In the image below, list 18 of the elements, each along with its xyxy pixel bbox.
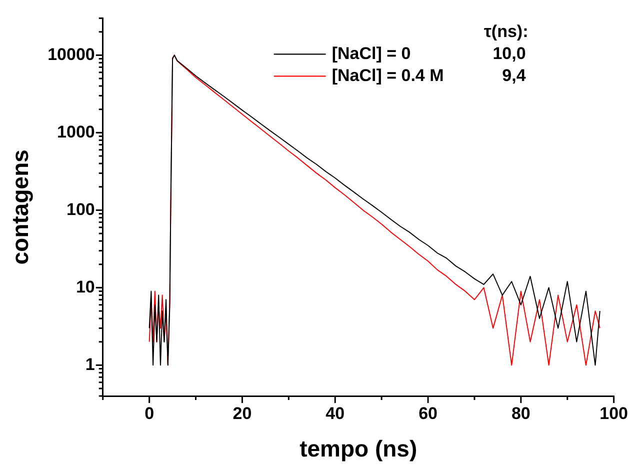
y-tick-label: 10 bbox=[76, 277, 95, 296]
annotation: 10,0 bbox=[492, 44, 526, 63]
x-tick-label: 40 bbox=[326, 404, 345, 423]
x-tick-label: 80 bbox=[511, 404, 530, 423]
legend-label: [NaCl] = 0.4 M bbox=[332, 66, 444, 85]
legend-title: τ(ns): bbox=[484, 22, 528, 41]
x-tick-label: 20 bbox=[232, 404, 252, 423]
x-axis-title: tempo (ns) bbox=[300, 436, 418, 462]
x-tick-label: 100 bbox=[600, 404, 628, 423]
y-tick-label: 100 bbox=[66, 200, 95, 219]
y-tick-label: 1000 bbox=[57, 122, 95, 142]
y-axis-title: contagens bbox=[7, 150, 34, 265]
y-tick-label: 1 bbox=[85, 354, 95, 374]
annotation: 9,4 bbox=[502, 66, 526, 85]
legend-label: [NaCl] = 0 bbox=[332, 44, 411, 63]
x-tick-label: 0 bbox=[144, 404, 154, 423]
y-tick-label: 10000 bbox=[48, 44, 95, 64]
x-tick-label: 60 bbox=[418, 404, 438, 423]
